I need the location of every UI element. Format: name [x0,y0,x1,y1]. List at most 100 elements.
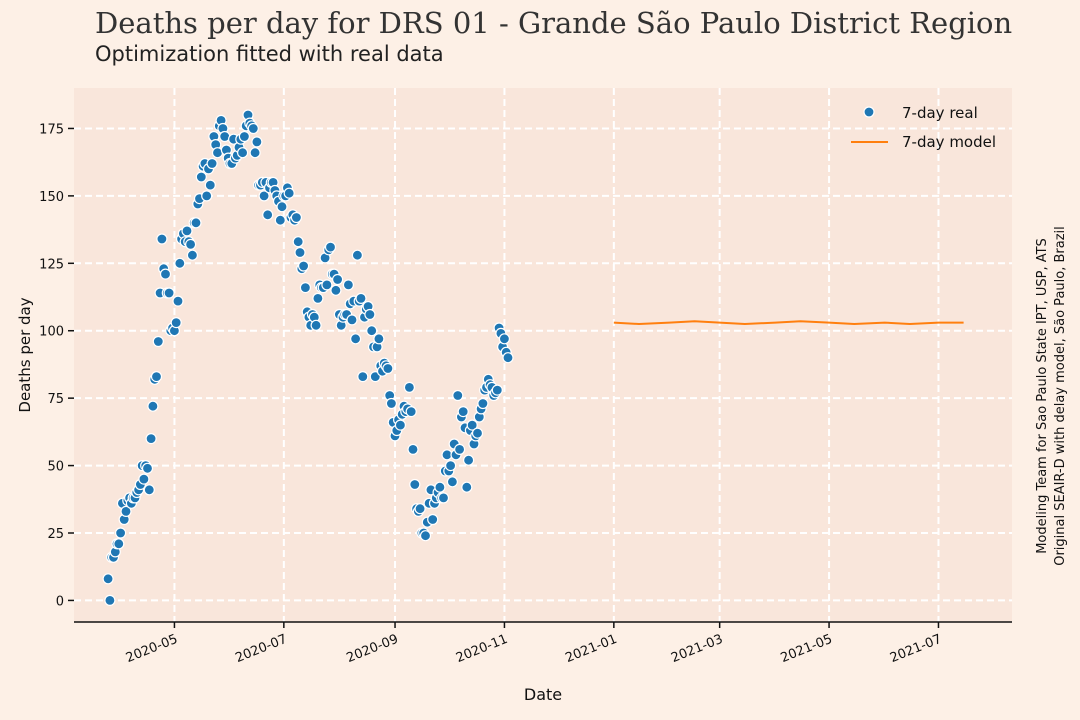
data-point [471,427,484,439]
data-point [332,273,344,286]
data-point [419,530,432,542]
legend: 7-day real 7-day model [851,104,996,151]
data-point [152,335,164,348]
x-tick-label: 2020-09 [345,632,401,666]
data-point [310,319,322,331]
data-point [113,538,125,550]
data-point [466,419,478,431]
data-point [330,284,342,296]
data-point [324,241,337,253]
data-point [237,147,249,159]
data-point [258,190,270,202]
data-point [294,246,306,259]
data-point [463,454,475,466]
data-point [290,211,302,224]
x-tick-label: 2020-11 [454,632,510,666]
data-point [159,268,172,280]
data-point [138,473,150,485]
data-point [181,225,193,237]
data-point [437,492,450,504]
data-point [299,282,311,294]
data-point [170,317,182,329]
data-point [251,136,263,148]
data-point [346,314,358,326]
x-tick-label: 2021-01 [563,632,619,666]
data-point [342,279,354,291]
data-point [156,233,168,245]
data-point [145,433,157,445]
side-note-line-2: Original SEAIR-D with delay model, São P… [1053,226,1068,566]
data-point [355,292,367,304]
data-point [238,130,250,143]
data-point [407,443,419,455]
data-point [274,214,286,226]
x-tick-label: 2021-03 [669,632,725,666]
data-point [150,371,163,383]
data-point [405,406,417,418]
y-ticks: 0 25 50 75 100 125 150 175 [39,122,74,609]
data-point [491,384,503,396]
data-point [351,249,363,261]
chart-title: Deaths per day for DRS 01 - Grande São P… [95,6,1012,40]
data-point [186,249,198,261]
data-point [394,419,406,431]
data-point [452,389,464,402]
data-point [434,481,446,493]
legend-marker-real [863,106,875,118]
y-tick-label: 50 [47,460,64,475]
data-point [249,147,261,159]
data-point [174,257,186,269]
data-point [114,527,127,539]
x-tick-label: 2021-07 [888,632,944,666]
data-point [195,171,207,183]
x-tick-label: 2020-07 [233,632,289,666]
data-point [141,462,154,474]
data-point [102,573,114,585]
data-point [373,333,385,345]
x-axis-label: Date [524,685,562,704]
data-point [477,397,489,410]
data-point [172,295,184,307]
data-point [403,381,415,393]
legend-label-model: 7-day model [902,133,996,151]
data-point [409,478,421,491]
data-point [445,460,457,472]
data-point [382,362,394,375]
x-ticks: 2020-05 2020-07 2020-09 2020-11 2021-01 2021-… [124,622,944,666]
data-point [247,122,259,135]
data-point [312,292,324,304]
data-point [143,484,155,496]
chart-subtitle: Optimization fitted with real data [95,42,444,66]
legend-label-real: 7-day real [902,104,978,122]
data-point [461,481,473,493]
data-point [457,406,469,418]
data-point [366,325,378,337]
model-line-layer [613,320,964,326]
model-line [613,320,964,326]
data-point [201,190,213,202]
y-tick-label: 100 [39,325,64,340]
data-point [283,187,295,199]
y-axis-label: Deaths per day [16,297,34,412]
data-point [262,209,274,221]
data-point [163,287,175,299]
x-tick-label: 2020-05 [124,632,180,666]
y-tick-label: 125 [39,257,64,272]
data-point [147,400,159,412]
data-point [364,308,376,321]
side-note-line-1: Modeling Team for Sao Paulo State IPT, U… [1035,238,1050,554]
data-point [206,157,218,170]
data-point [446,476,458,488]
data-point [276,201,288,213]
data-point [350,333,362,345]
data-point [120,505,132,517]
data-point [502,352,514,364]
data-point [498,333,510,345]
y-tick-label: 0 [56,594,64,609]
y-tick-label: 175 [39,122,64,137]
data-point [204,179,216,191]
y-tick-label: 25 [47,527,64,542]
data-point [298,260,310,272]
data-point [357,371,369,383]
